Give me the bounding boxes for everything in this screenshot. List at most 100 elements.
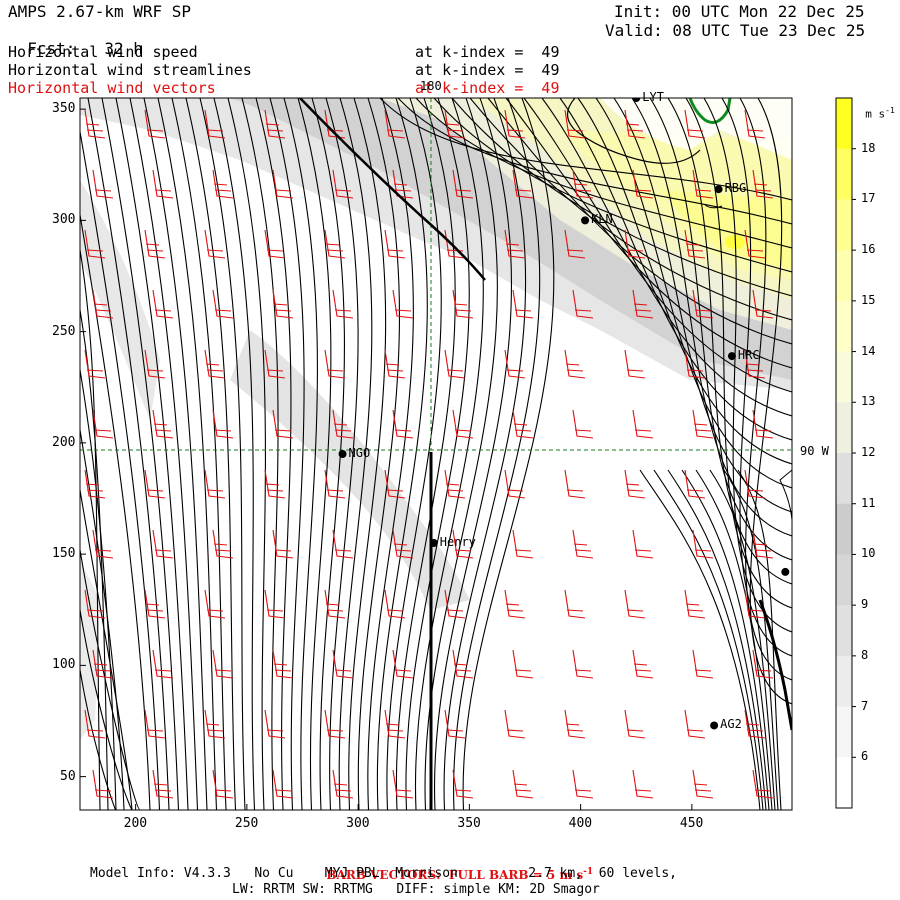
wind-barb [624,349,646,379]
wind-barb [384,109,406,139]
init-time: Init: 00 UTC Mon 22 Dec 25 [614,2,865,21]
wind-barb [92,649,114,679]
colorbar [835,97,856,809]
station-label: Henry [439,535,476,549]
streamline [171,98,227,810]
colorbar-swatch [836,402,852,454]
streamline [80,369,117,810]
thick-coast [758,599,792,731]
wind-barb [744,469,766,499]
wind-barb [744,349,766,379]
wind-barb [684,349,706,379]
streamline [199,98,246,810]
wind-barb [144,709,166,739]
streamline [367,98,414,810]
colorbar-label: 8 [861,647,869,662]
y-tick-label: 150 [52,546,76,562]
streamline [709,469,776,810]
wind-barb [152,169,174,199]
wind-barb [272,169,294,199]
model-title: AMPS 2.67-km WRF SP [8,2,192,21]
wind-barb [264,709,286,739]
wind-barb [272,529,294,559]
streamline [424,98,498,810]
wind-barb [392,529,414,559]
station-marker [632,98,641,102]
wind-barb [744,709,766,739]
streamline [213,98,256,810]
x-tick-label: 300 [346,816,370,831]
field-level-streamlines: at k-index = 49 [415,61,560,79]
streamline [631,98,792,537]
wind-barb [84,709,106,739]
colorbar-units-exp: -1 [885,106,895,115]
colorbar-label: 13 [861,394,876,409]
colorbar-label: 7 [861,698,869,713]
station-marker [581,216,590,225]
wind-barb [504,589,526,619]
streamline [453,98,541,810]
wind-barb [384,469,406,499]
wind-barb [392,769,414,799]
wind-barb [264,469,286,499]
streamline [379,98,792,201]
wind-barb [692,169,714,199]
wind-barb [692,769,714,799]
model-info: Model Info: V4.3.3 No Cu MYJ PBL Morriso… [90,866,677,881]
wind-barb [564,349,586,379]
colorbar-units-text: m s [865,107,886,121]
parallel-label: 90 W [800,444,829,458]
streamline [695,469,773,810]
wind-barb [332,649,354,679]
wind-barb [684,469,706,499]
wind-barb [512,289,534,319]
x-tick-label: 250 [234,816,259,831]
wind-barb [752,769,774,799]
wind-barb [204,589,226,619]
colorbar-swatch [836,605,852,657]
colorbar-swatch [836,250,852,302]
wind-barb [564,469,586,499]
wind-barb [204,229,226,259]
field-level-speed: at k-index = 49 [415,43,560,61]
wind-barb [572,769,594,799]
wind-barb [92,289,114,319]
wind-barb [444,469,466,499]
streamline [451,98,792,297]
streamline [541,98,792,417]
wind-barb [392,289,414,319]
valid-time: Valid: 08 UTC Tue 23 Dec 25 [605,21,866,40]
wind-barb [632,289,654,319]
field-level-vectors: at k-index = 49 [415,79,560,97]
colorbar-swatch [836,148,852,200]
colorbar-label: 6 [861,749,869,764]
streamline [80,128,161,810]
wind-barb [572,409,594,439]
wind-barb [152,409,174,439]
barb-legend-text: BARB VECTORS: FULL BARB = 5 m s [326,868,584,882]
streamline [143,98,208,810]
station-label: NGO [348,446,371,460]
wind-barb [632,409,654,439]
wind-barb [264,229,286,259]
wind-barb [504,709,526,739]
streamline [653,469,764,810]
wind-barb [84,589,106,619]
streamline [348,98,387,810]
wind-barb [692,409,714,439]
wind-barb [384,709,406,739]
wind-barb [332,409,354,439]
streamline [311,98,345,810]
wind-barb [452,769,474,799]
wind-barb [84,109,106,139]
station-marker [710,721,719,730]
colorbar-label: 14 [861,343,876,358]
field-name-streamlines: Horizontal wind streamlines [8,61,252,79]
streamline [723,469,779,810]
y-tick-label: 300 [52,212,76,228]
wind-barb [564,709,586,739]
colorbar-swatch [836,554,852,606]
streamline [357,98,401,810]
thick-streamline [299,98,486,281]
